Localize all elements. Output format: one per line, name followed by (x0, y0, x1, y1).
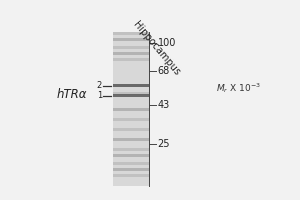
Text: Hippocampus: Hippocampus (130, 20, 181, 77)
Bar (112, 138, 148, 141)
Bar (112, 58, 148, 61)
Bar (112, 118, 148, 121)
Bar (112, 108, 148, 111)
Text: 25: 25 (158, 139, 170, 149)
Bar (112, 84, 148, 87)
Bar (112, 46, 148, 49)
Text: 43: 43 (158, 100, 170, 110)
Bar (112, 32, 148, 35)
Text: 1: 1 (97, 92, 102, 100)
Text: 100: 100 (158, 38, 176, 48)
Text: $M_r$ X 10$^{-3}$: $M_r$ X 10$^{-3}$ (216, 81, 261, 95)
Bar (112, 52, 148, 55)
Text: 68: 68 (158, 66, 170, 76)
Bar (112, 128, 148, 131)
Text: 2: 2 (97, 82, 102, 90)
Bar (112, 32, 148, 186)
Bar (112, 168, 148, 171)
Bar (112, 148, 148, 151)
Bar (112, 84, 148, 87)
Bar (112, 38, 148, 41)
Bar (112, 94, 148, 97)
Bar (112, 154, 148, 157)
Bar (112, 174, 148, 177)
Bar (112, 162, 148, 165)
Text: hTRα: hTRα (57, 88, 87, 102)
Bar (112, 92, 148, 95)
